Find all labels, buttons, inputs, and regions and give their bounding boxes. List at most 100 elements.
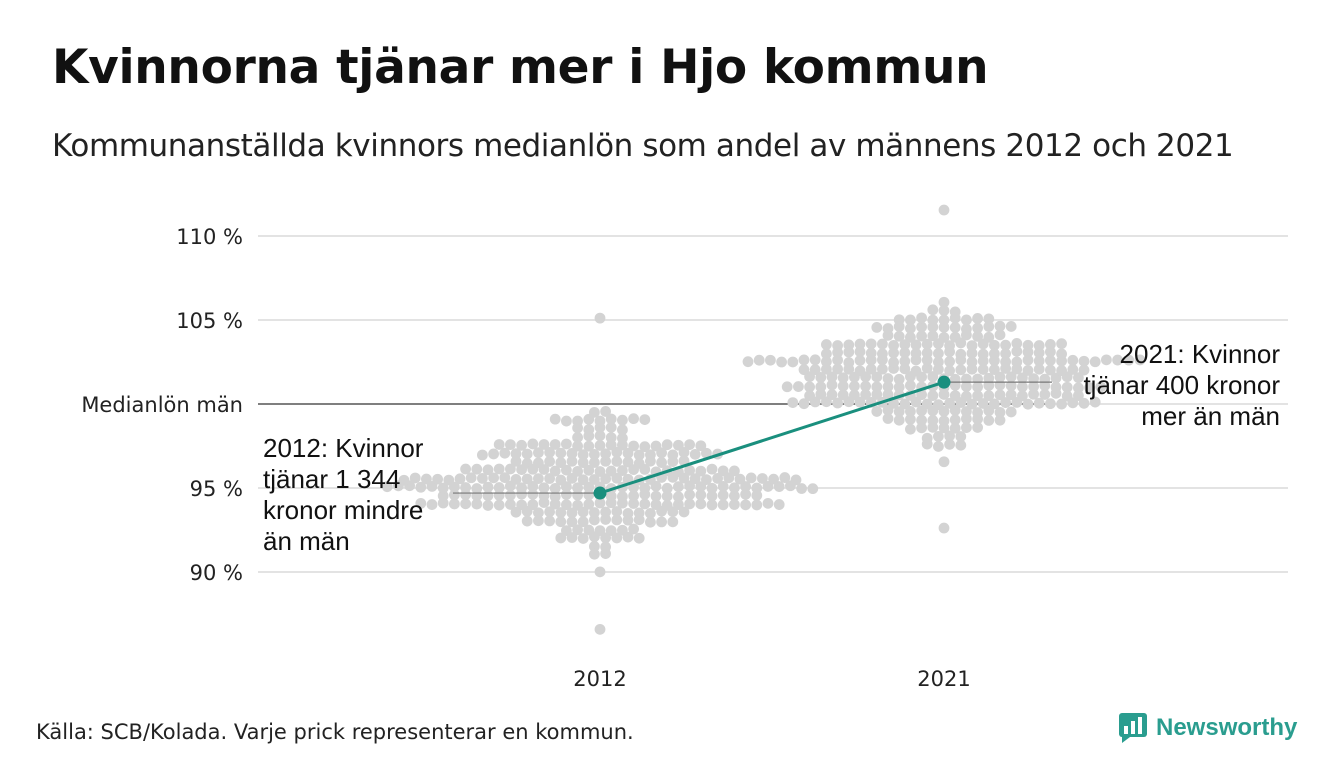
municipality-dot — [533, 515, 544, 527]
municipality-dot — [661, 482, 673, 494]
municipality-dot — [893, 314, 905, 326]
municipality-dot — [600, 455, 611, 467]
municipality-dot — [583, 489, 595, 501]
municipality-dot — [1061, 381, 1073, 393]
municipality-dot — [955, 364, 967, 376]
municipality-dot — [1067, 354, 1079, 366]
municipality-dot — [893, 414, 905, 426]
y-tick-label: 95 % — [190, 477, 243, 501]
municipality-dot — [477, 449, 488, 461]
municipality-dot — [916, 414, 927, 426]
municipality-dot — [927, 330, 939, 342]
municipality-dot — [944, 346, 955, 358]
municipality-dot — [544, 473, 555, 484]
municipality-dot — [572, 440, 583, 452]
municipality-dot — [910, 365, 922, 377]
municipality-dot — [1005, 321, 1017, 332]
municipality-dot — [695, 489, 707, 501]
municipality-dot — [888, 347, 899, 359]
municipality-dot — [961, 323, 972, 335]
municipality-dot — [594, 497, 606, 509]
municipality-dot — [611, 532, 623, 544]
municipality-dot — [661, 439, 673, 451]
municipality-dot — [449, 498, 460, 510]
municipality-dot — [572, 482, 583, 494]
municipality-dot — [938, 456, 950, 468]
chart-title: Kvinnorna tjänar mer i Hjo kommun — [52, 40, 989, 95]
municipality-dot — [916, 389, 927, 401]
municipality-dot — [837, 389, 849, 401]
municipality-dot — [460, 498, 471, 510]
municipality-dot — [977, 364, 989, 375]
municipality-dot — [815, 372, 827, 383]
municipality-dot — [460, 463, 471, 475]
municipality-dot — [594, 312, 606, 324]
municipality-dot — [933, 430, 944, 442]
municipality-dot — [1033, 347, 1045, 359]
municipality-dot — [555, 457, 567, 469]
municipality-dot — [905, 323, 916, 334]
highlight-point-2021 — [937, 375, 951, 389]
municipality-dot — [712, 473, 723, 484]
municipality-dot — [611, 455, 623, 467]
municipality-dot — [740, 488, 751, 500]
municipality-dot — [832, 397, 843, 409]
municipality-dot — [645, 516, 656, 528]
municipality-dot — [765, 354, 776, 366]
annotation-2021: 2021: Kvinnor tjänar 400 kronor mer än män — [1083, 339, 1280, 431]
municipality-dot — [854, 338, 866, 350]
municipality-dot — [961, 422, 972, 433]
municipality-dot — [656, 505, 667, 517]
municipality-dot — [600, 473, 611, 485]
municipality-dot — [751, 499, 763, 511]
municipality-dot — [622, 447, 634, 459]
municipality-dot — [899, 339, 911, 351]
annotation-line: tjänar 1 344 — [263, 464, 400, 494]
municipality-dot — [882, 381, 894, 393]
municipality-dot — [1123, 354, 1135, 366]
municipality-dot — [938, 314, 950, 326]
municipality-dot — [561, 499, 572, 511]
municipality-dot — [849, 389, 860, 401]
municipality-dot — [972, 331, 983, 342]
municipality-dot — [566, 516, 578, 528]
municipality-dot — [577, 474, 589, 486]
municipality-dot — [751, 482, 763, 494]
municipality-dot — [916, 405, 927, 417]
municipality-dot — [533, 507, 544, 519]
municipality-dot — [798, 364, 810, 376]
municipality-dot — [577, 449, 589, 461]
municipality-dot — [516, 464, 527, 476]
municipality-dot — [977, 348, 989, 360]
municipality-dot — [605, 421, 617, 433]
municipality-dot — [633, 532, 645, 544]
municipality-dot — [1073, 372, 1084, 384]
municipality-dot — [639, 441, 651, 453]
municipality-dot — [1045, 339, 1056, 350]
municipality-dot — [807, 483, 819, 495]
municipality-dot — [877, 338, 888, 350]
municipality-dot — [1112, 354, 1123, 366]
municipality-dot — [949, 379, 961, 391]
municipality-dot — [921, 338, 933, 350]
municipality-dot — [994, 329, 1006, 341]
municipality-dot — [910, 339, 922, 351]
municipality-dot — [821, 348, 832, 360]
municipality-dot — [955, 439, 967, 451]
municipality-dot — [594, 623, 606, 635]
municipality-dot — [1089, 356, 1101, 368]
municipality-dot — [893, 406, 905, 418]
source-note: Källa: SCB/Kolada. Varje prick represent… — [36, 720, 634, 744]
municipality-dot — [944, 430, 955, 442]
municipality-dot — [555, 516, 567, 528]
y-tick-label: Medianlön män — [81, 393, 243, 417]
municipality-dot — [905, 331, 916, 343]
municipality-dot — [577, 457, 589, 468]
municipality-dot — [583, 440, 595, 452]
municipality-dot — [871, 381, 883, 393]
municipality-dot — [905, 406, 916, 417]
municipality-dot — [1089, 396, 1101, 408]
municipality-dot — [538, 464, 550, 475]
municipality-dot — [381, 481, 393, 493]
municipality-dot — [454, 473, 466, 485]
